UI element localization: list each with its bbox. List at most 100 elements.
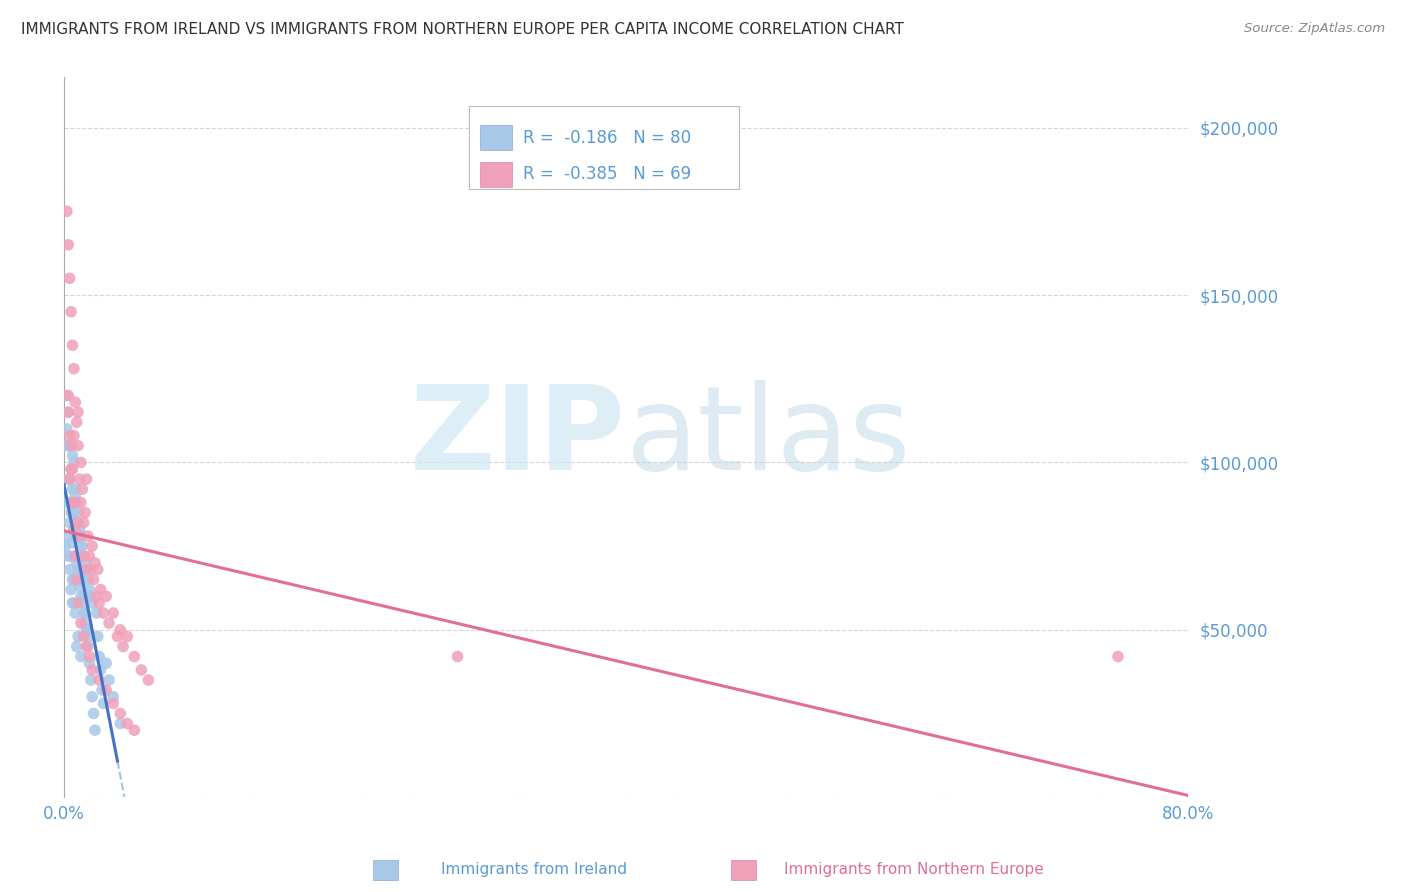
Point xyxy=(65,606,87,620)
Point xyxy=(75,562,97,576)
Point xyxy=(63,361,86,376)
Point xyxy=(75,606,97,620)
Point xyxy=(62,449,84,463)
Point xyxy=(60,439,83,453)
Point xyxy=(60,582,83,597)
Point xyxy=(59,472,82,486)
Point xyxy=(82,663,104,677)
Point xyxy=(66,415,89,429)
Point xyxy=(62,535,84,549)
Point xyxy=(96,589,118,603)
Point xyxy=(84,723,107,738)
Point xyxy=(67,439,90,453)
Point xyxy=(62,338,84,352)
Point xyxy=(79,582,101,597)
Point xyxy=(91,683,114,698)
Point xyxy=(103,697,125,711)
Point xyxy=(72,573,94,587)
Point xyxy=(60,305,83,319)
Point xyxy=(76,472,98,486)
Point xyxy=(73,630,96,644)
Point xyxy=(67,506,90,520)
Point xyxy=(70,455,93,469)
Point xyxy=(90,663,112,677)
Point xyxy=(66,573,89,587)
Point xyxy=(117,630,139,644)
Point xyxy=(59,516,82,530)
Point xyxy=(98,616,121,631)
Point xyxy=(80,589,103,603)
Point xyxy=(124,649,146,664)
Point xyxy=(62,573,84,587)
Point xyxy=(67,405,90,419)
Point xyxy=(63,455,86,469)
Point xyxy=(72,539,94,553)
Point xyxy=(56,439,79,453)
Point xyxy=(58,237,80,252)
Point xyxy=(96,657,118,671)
Point xyxy=(59,428,82,442)
Point xyxy=(110,716,132,731)
Point xyxy=(63,573,86,587)
Point xyxy=(59,472,82,486)
Point xyxy=(98,673,121,687)
Point xyxy=(93,697,115,711)
Point xyxy=(56,204,79,219)
Point xyxy=(58,405,80,419)
Point xyxy=(67,516,90,530)
Point xyxy=(131,663,153,677)
Point xyxy=(73,516,96,530)
Point xyxy=(76,640,98,654)
Point xyxy=(59,562,82,576)
Point xyxy=(84,556,107,570)
Point xyxy=(69,472,91,486)
Text: R =  -0.385   N = 69: R = -0.385 N = 69 xyxy=(523,165,690,183)
Point xyxy=(79,549,101,563)
Point xyxy=(96,683,118,698)
Point xyxy=(77,573,100,587)
Point xyxy=(83,706,105,721)
Point xyxy=(80,562,103,576)
Point xyxy=(103,690,125,704)
Point xyxy=(65,549,87,563)
Point xyxy=(55,539,77,553)
Text: Immigrants from Ireland: Immigrants from Ireland xyxy=(441,863,627,877)
Point xyxy=(69,529,91,543)
Point xyxy=(1107,649,1129,664)
Point xyxy=(82,596,104,610)
Point xyxy=(87,630,110,644)
Point xyxy=(66,495,89,509)
Point xyxy=(62,482,84,496)
Point xyxy=(73,606,96,620)
Point xyxy=(70,649,93,664)
Text: R =  -0.186   N = 80: R = -0.186 N = 80 xyxy=(523,128,690,146)
Text: atlas: atlas xyxy=(626,380,911,495)
Point xyxy=(103,606,125,620)
Point xyxy=(79,657,101,671)
Point xyxy=(70,495,93,509)
Point xyxy=(58,388,80,402)
Point xyxy=(66,556,89,570)
Point xyxy=(60,506,83,520)
Point xyxy=(58,529,80,543)
Point xyxy=(67,566,90,580)
Point xyxy=(58,472,80,486)
Point xyxy=(83,573,105,587)
Point xyxy=(138,673,160,687)
Point xyxy=(66,640,89,654)
Point xyxy=(86,589,108,603)
Text: Source: ZipAtlas.com: Source: ZipAtlas.com xyxy=(1244,22,1385,36)
Point xyxy=(110,623,132,637)
Point xyxy=(67,630,90,644)
Point xyxy=(63,428,86,442)
Point xyxy=(87,562,110,576)
Point xyxy=(65,549,87,563)
Point xyxy=(63,596,86,610)
Point xyxy=(60,462,83,476)
Point xyxy=(90,582,112,597)
Point xyxy=(60,462,83,476)
Point xyxy=(75,506,97,520)
Point xyxy=(59,271,82,285)
Point xyxy=(62,462,84,476)
Point xyxy=(73,549,96,563)
